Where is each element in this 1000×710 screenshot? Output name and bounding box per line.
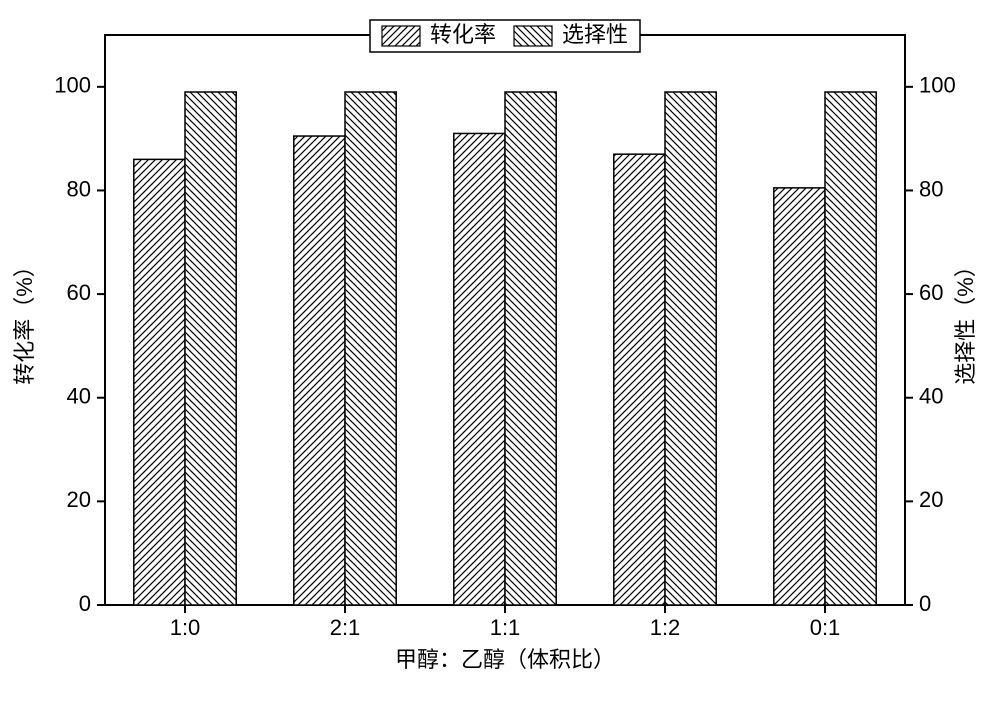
y-right-axis-label: 选择性（%）	[953, 255, 978, 385]
y-right-tick-label: 20	[919, 487, 943, 512]
x-tick-label: 2:1	[330, 615, 361, 640]
bar-conversion	[614, 154, 665, 605]
y-right-tick-label: 40	[919, 384, 943, 409]
bar-selectivity	[345, 92, 396, 605]
y-left-tick-label: 40	[67, 384, 91, 409]
legend-swatch	[382, 26, 420, 46]
bar-chart: 0 20 40 60 80 100 0 20 40 60 80 100 1:0 2:1 1:1 1:2 0:1 转…	[0, 0, 1000, 710]
x-tick-label: 0:1	[810, 615, 841, 640]
x-tick-label: 1:1	[490, 615, 521, 640]
bar-conversion	[294, 136, 345, 605]
y-left-tick-label: 100	[54, 73, 91, 98]
bar-selectivity	[825, 92, 876, 605]
x-axis-label: 甲醇：乙醇（体积比）	[395, 647, 615, 672]
x-tick-label: 1:2	[650, 615, 681, 640]
y-left-tick-label: 80	[67, 176, 91, 201]
bar-conversion	[134, 159, 185, 605]
bar-selectivity	[185, 92, 236, 605]
y-right-tick-label: 0	[919, 591, 931, 616]
bar-selectivity	[505, 92, 556, 605]
y-left-axis-label: 转化率（%）	[12, 255, 37, 385]
legend-label: 转化率	[430, 22, 496, 47]
y-right-tick-label: 60	[919, 280, 943, 305]
x-tick-label: 1:0	[170, 615, 201, 640]
y-right-tick-label: 100	[919, 73, 956, 98]
y-left-tick-label: 0	[79, 591, 91, 616]
bar-conversion	[774, 188, 825, 605]
bar-selectivity	[665, 92, 716, 605]
y-left-tick-label: 60	[67, 280, 91, 305]
chart-container: 0 20 40 60 80 100 0 20 40 60 80 100 1:0 2:1 1:1 1:2 0:1 转…	[0, 0, 1000, 710]
legend-swatch	[514, 26, 552, 46]
y-left-tick-label: 20	[67, 487, 91, 512]
legend: 转化率 选择性	[370, 20, 640, 52]
bar-conversion	[454, 133, 505, 605]
legend-label: 选择性	[562, 22, 628, 47]
y-right-tick-label: 80	[919, 176, 943, 201]
